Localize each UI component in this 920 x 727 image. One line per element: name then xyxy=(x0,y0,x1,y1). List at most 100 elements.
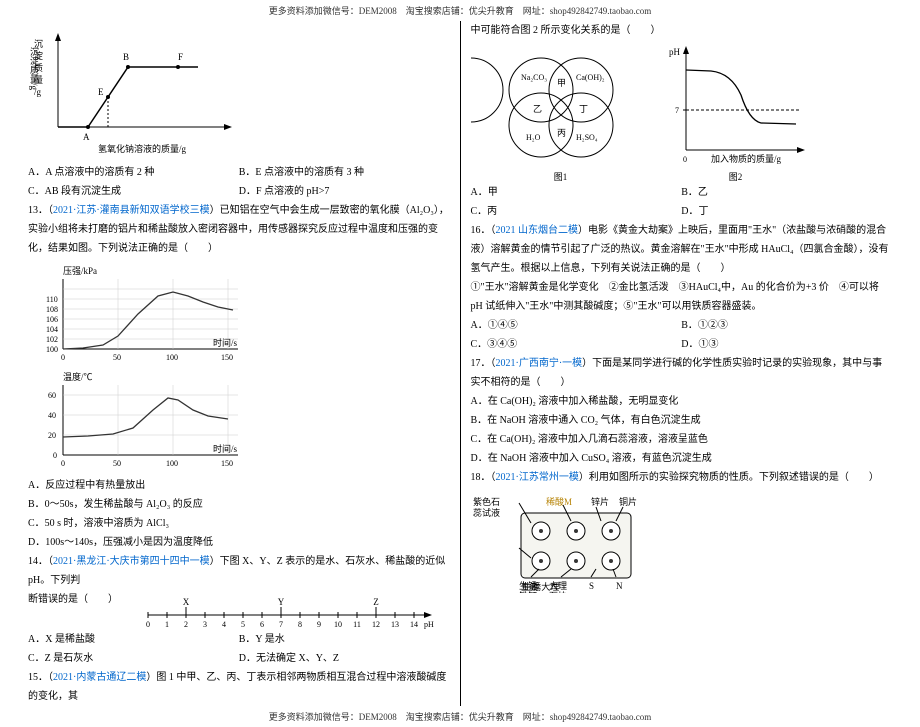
q16-link: 2021 山东烟台二模 xyxy=(496,225,579,236)
q15-opt-d: D．丁 xyxy=(681,202,892,221)
svg-text:0: 0 xyxy=(61,459,65,468)
svg-text:X: X xyxy=(183,597,190,607)
q15-options: A．甲 B．乙 C．丙 D．丁 xyxy=(471,183,893,221)
q18-figure: 紫色石蕊试液 稀酸M 锌片铜片 生锈 生锈 大理 生锈大理 铁钉石块 SN xyxy=(471,493,893,593)
svg-text:锌片: 锌片 xyxy=(591,496,609,507)
svg-text:20: 20 xyxy=(48,431,56,440)
svg-text:F: F xyxy=(178,52,183,62)
svg-text:氢氧化钠溶液的质量/g: 氢氧化钠溶液的质量/g xyxy=(98,143,187,154)
q16-opt-c: C．③④⑤ xyxy=(471,335,682,354)
svg-text:0: 0 xyxy=(61,353,65,362)
ph-scale-figure: 0123 4567 891011 121314 X Y Z pH xyxy=(138,590,438,630)
q12-figure: 沉淀质量/g 沉 淀 质 量 /g A E B xyxy=(28,27,450,157)
svg-text:4: 4 xyxy=(222,620,226,629)
q17-link: 2021·广西南宁·一模 xyxy=(496,358,583,369)
svg-text:时间/s: 时间/s xyxy=(213,443,238,454)
svg-text:60: 60 xyxy=(48,391,56,400)
svg-text:时间/s: 时间/s xyxy=(213,337,238,348)
q15-cont: 中可能符合图 2 所示变化关系的是（ ） xyxy=(471,21,893,40)
q13-link: 2021·江苏·灌南县新知双语学校三模 xyxy=(53,205,210,216)
q14-link: 2021·黑龙江·大庆市第四十四中一模 xyxy=(53,556,210,567)
right-column: 中可能符合图 2 所示变化关系的是（ ） Na₂CO₃ Ca(OH)₂ H₂O … xyxy=(463,21,901,706)
svg-text:Ca(OH)₂: Ca(OH)₂ xyxy=(576,73,605,82)
q14-break: 断错误的是（ ） xyxy=(28,590,128,609)
svg-text:S: S xyxy=(589,581,594,591)
svg-text:0: 0 xyxy=(53,451,57,460)
page-header: 更多资料添加微信号：DEM2008 淘宝搜索店铺：优尖升教育 网址：shop49… xyxy=(0,0,920,21)
q14-text: 14．（2021·黑龙江·大庆市第四十四中一模）下图 X、Y、Z 表示的是水、石… xyxy=(28,552,450,590)
q16-options: A．①④⑤ B．①②③ C．③④⑤ D．①③ xyxy=(471,316,893,354)
svg-text:6: 6 xyxy=(260,620,264,629)
svg-text:H₂SO₄: H₂SO₄ xyxy=(576,133,598,142)
svg-text:10: 10 xyxy=(334,620,342,629)
q15-opt-c: C．丙 xyxy=(471,202,682,221)
svg-text:13: 13 xyxy=(391,620,399,629)
svg-text:压强/kPa: 压强/kPa xyxy=(63,266,97,276)
svg-text:丁: 丁 xyxy=(579,104,588,114)
svg-text:H₂O: H₂O xyxy=(526,133,541,142)
pressure-chart: 压强/kPa 100102 104106 108110 050 100150 时… xyxy=(28,264,450,364)
q14-opt-c: C．Z 是石灰水 xyxy=(28,649,239,668)
left-column: 沉淀质量/g 沉 淀 质 量 /g A E B xyxy=(20,21,458,706)
q17-text: 17．（2021·广西南宁·一模）下面是某同学进行碱的化学性质实验时记录的实验现… xyxy=(471,354,893,392)
q17-opt-b: B．在 NaOH 溶液中通入 CO₂ 气体，有白色沉淀生成 xyxy=(471,411,893,430)
svg-text:量: 量 xyxy=(34,75,43,85)
venn-figure: Na₂CO₃ Ca(OH)₂ H₂O H₂SO₄ 甲 乙 丁 丙 xyxy=(471,40,651,170)
q13-opt-d: D．100s～140s，压强减小是因为温度降低 xyxy=(28,533,450,552)
svg-text:9: 9 xyxy=(317,620,321,629)
column-separator xyxy=(460,21,461,706)
svg-text:温度/℃: 温度/℃ xyxy=(63,371,93,382)
page-body: 沉淀质量/g 沉 淀 质 量 /g A E B xyxy=(0,21,920,706)
svg-text:质: 质 xyxy=(34,62,43,73)
svg-text:3: 3 xyxy=(203,620,207,629)
svg-text:0: 0 xyxy=(146,620,150,629)
svg-text:50: 50 xyxy=(113,353,121,362)
svg-text:110: 110 xyxy=(46,295,58,304)
q17-opt-c: C．在 Ca(OH)₂ 溶液中加入几滴石蕊溶液，溶液呈蓝色 xyxy=(471,430,893,449)
q12-opt-a: A．A 点溶液中的溶质有 2 种 xyxy=(28,163,239,182)
q16-opt-b: B．①②③ xyxy=(681,316,892,335)
svg-text:0: 0 xyxy=(683,155,687,164)
svg-text:Y: Y xyxy=(278,597,285,607)
q15-figures: Na₂CO₃ Ca(OH)₂ H₂O H₂SO₄ 甲 乙 丁 丙 图1 xyxy=(471,40,893,183)
q12-opt-c: C．AB 段有沉淀生成 xyxy=(28,182,239,201)
svg-text:加入物质的质量/g: 加入物质的质量/g xyxy=(711,153,782,164)
svg-text:pH: pH xyxy=(669,47,681,57)
svg-text:100: 100 xyxy=(166,459,178,468)
svg-text:11: 11 xyxy=(353,620,361,629)
svg-text:108: 108 xyxy=(46,305,58,314)
fig2-cap: 图2 xyxy=(661,170,811,183)
q13-opt-b: B．0～50s，发生稀盐酸与 Al₂O₃ 的反应 xyxy=(28,495,450,514)
svg-text:150: 150 xyxy=(221,353,233,362)
q15-opt-b: B．乙 xyxy=(681,183,892,202)
svg-text:104: 104 xyxy=(46,325,58,334)
q14-opt-b: B．Y 是水 xyxy=(239,630,450,649)
temp-chart: 温度/℃ 020 4060 050 100150 时间/s xyxy=(28,370,450,470)
svg-text:紫色石: 紫色石 xyxy=(473,496,500,507)
svg-text:7: 7 xyxy=(279,620,283,629)
svg-text:铜片: 铜片 xyxy=(619,496,637,507)
q12-opt-d: D．F 点溶液的 pH>7 xyxy=(239,182,450,201)
ph-graph-figure: pH 7 0 加入物质的质量/g xyxy=(661,40,811,170)
q18-link: 2021·江苏常州一模 xyxy=(496,472,579,483)
q12-options: A．A 点溶液中的溶质有 2 种 B．E 点溶液中的溶质有 3 种 C．AB 段… xyxy=(28,163,450,201)
q12-opt-b: B．E 点溶液中的溶质有 3 种 xyxy=(239,163,450,182)
q18-text: 18．（2021·江苏常州一模）利用如图所示的实验探究物质的性质。下列叙述错误的… xyxy=(471,468,893,487)
svg-text:40: 40 xyxy=(48,411,56,420)
svg-text:蕊试液: 蕊试液 xyxy=(473,507,500,518)
svg-text:石块: 石块 xyxy=(549,590,567,593)
q14-opt-a: A．X 是稀盐酸 xyxy=(28,630,239,649)
svg-text:丙: 丙 xyxy=(557,128,566,138)
q16-items: ①"王水"溶解黄金是化学变化 ②金比氢活泼 ③HAuCl₄中，Au 的化合价为+… xyxy=(471,278,893,316)
svg-text:Z: Z xyxy=(373,597,379,607)
svg-text:A: A xyxy=(83,132,90,142)
q17-opt-d: D．在 NaOH 溶液中加入 CuSO₄ 溶液，有蓝色沉淀生成 xyxy=(471,449,893,468)
svg-text:沉: 沉 xyxy=(34,39,43,49)
svg-text:100: 100 xyxy=(46,345,58,354)
svg-text:乙: 乙 xyxy=(533,104,542,114)
svg-text:50: 50 xyxy=(113,459,121,468)
q16-opt-d: D．①③ xyxy=(681,335,892,354)
svg-text:2: 2 xyxy=(184,620,188,629)
svg-text:pH: pH xyxy=(424,620,434,629)
svg-text:/g: /g xyxy=(34,87,42,97)
